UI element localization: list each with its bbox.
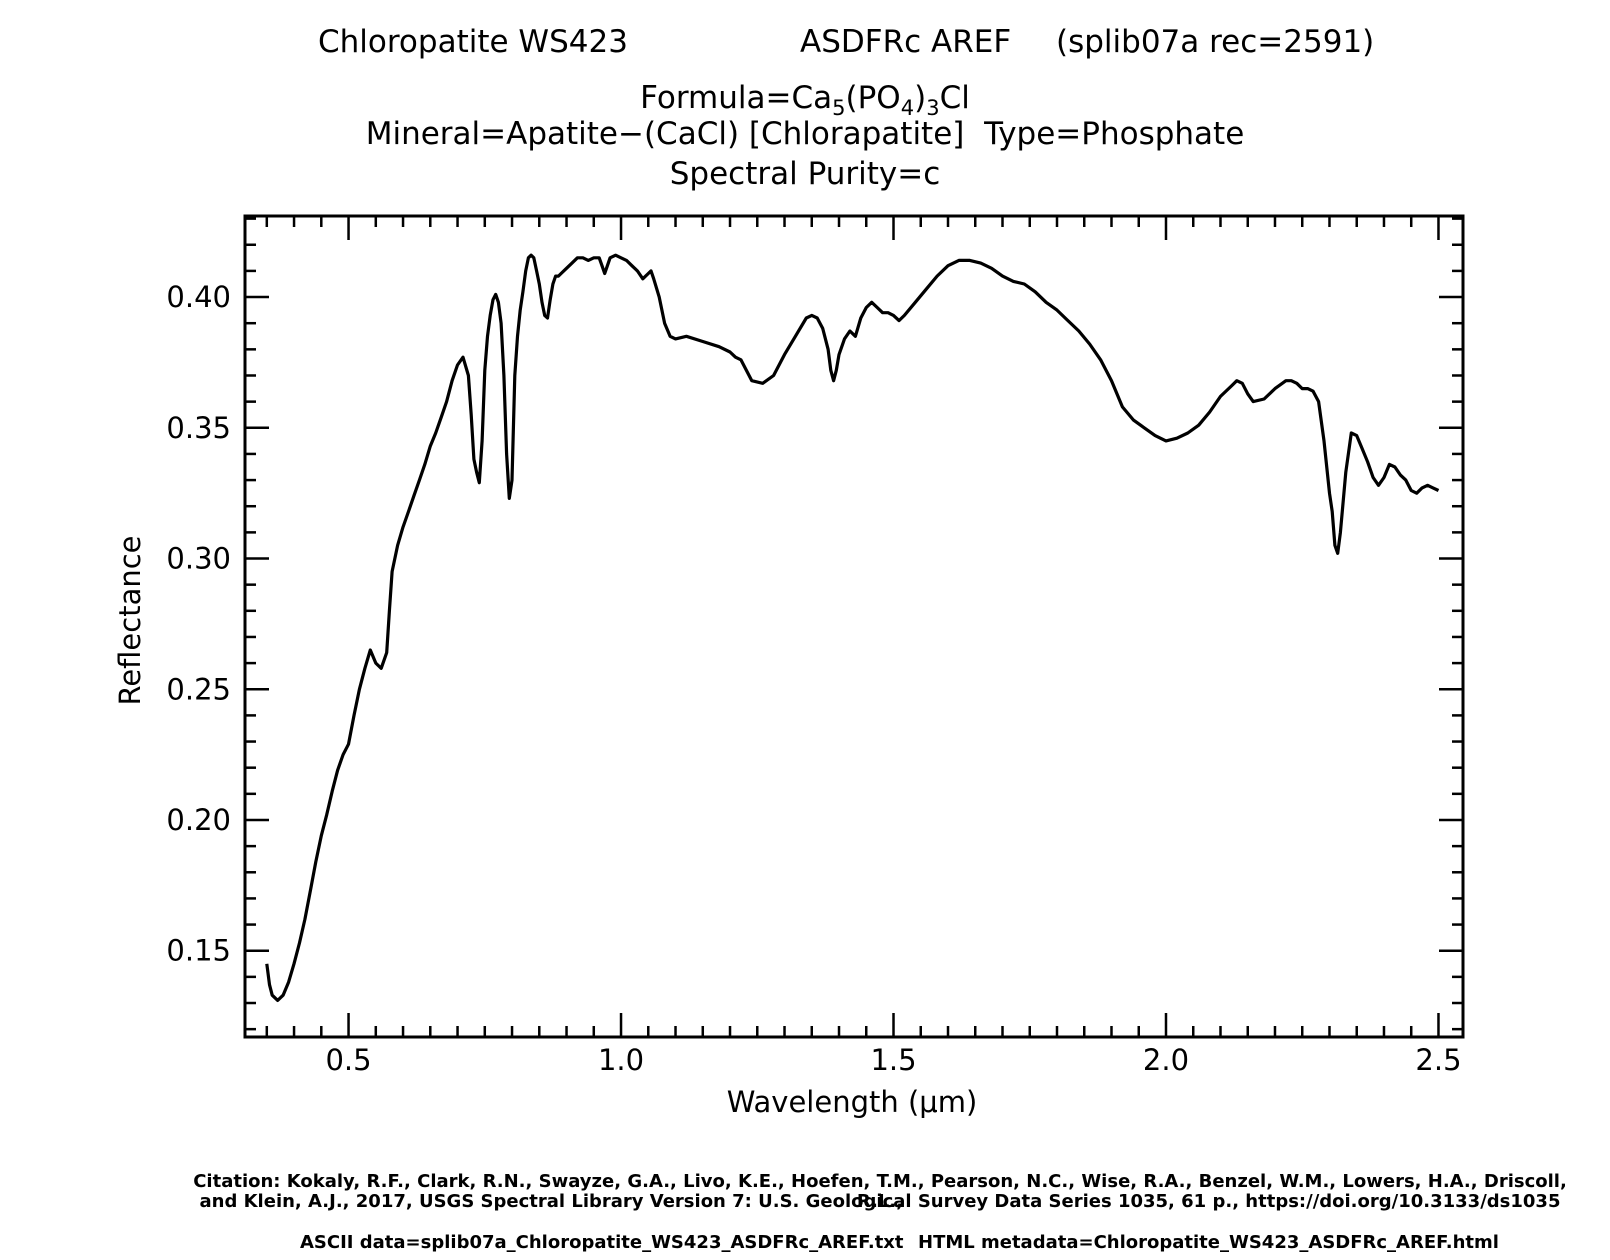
citation-line-2: and Klein, A.J., 2017, USGS Spectral Lib… [199, 1191, 1561, 1212]
y-tick-label: 0.25 [166, 672, 231, 706]
axis-ticks [245, 216, 1463, 1037]
x-axis-label: Wavelength (μm) [727, 1085, 978, 1119]
sample-name: Chloropatite WS423 [318, 24, 628, 60]
plot-frame [243, 214, 1465, 1039]
y-tick-label: 0.30 [166, 542, 231, 576]
axis-tick-labels: 0.5 1.0 1.5 2.0 2.5 0.15 0.20 0.25 0.30 0.35 0.40 [166, 280, 1461, 1077]
y-tick-label: 0.20 [166, 803, 231, 837]
citation-line-1: Citation: Kokaly, R.F., Clark, R.N., Swa… [193, 1171, 1567, 1212]
y-axis-label: Reflectance [113, 535, 147, 705]
y-tick-label: 0.15 [166, 934, 231, 968]
y-tick-label: 0.40 [166, 280, 231, 314]
y-tick-label: 0.35 [166, 411, 231, 445]
measurement-type: ASDFRc AREF [800, 24, 1012, 60]
ascii-data-filename: ASCII data=splib07a_Chloropatite_WS423_A… [300, 1232, 904, 1253]
mineral-line: Mineral=Apatite−(CaCl) [Chlorapatite] Ty… [365, 116, 1245, 152]
purity-line: Spectral Purity=c [669, 156, 941, 192]
x-tick-label: 0.5 [325, 1043, 371, 1077]
library-record: (splib07a rec=2591) [1056, 24, 1375, 60]
x-tick-label: 1.5 [870, 1043, 916, 1077]
html-metadata-filename: HTML metadata=Chloropatite_WS423_ASDFRc_… [918, 1232, 1499, 1253]
reflectance-series-line [265, 253, 1440, 1002]
x-tick-label: 1.0 [598, 1043, 644, 1077]
chart-title-line1: Chloropatite WS423 ASDFRc AREF (splib07a… [0, 24, 1610, 168]
x-tick-label: 2.0 [1143, 1043, 1189, 1077]
x-tick-label: 2.5 [1415, 1043, 1461, 1077]
formula-line: Formula=Ca5(PO4)3Cl [640, 80, 970, 120]
